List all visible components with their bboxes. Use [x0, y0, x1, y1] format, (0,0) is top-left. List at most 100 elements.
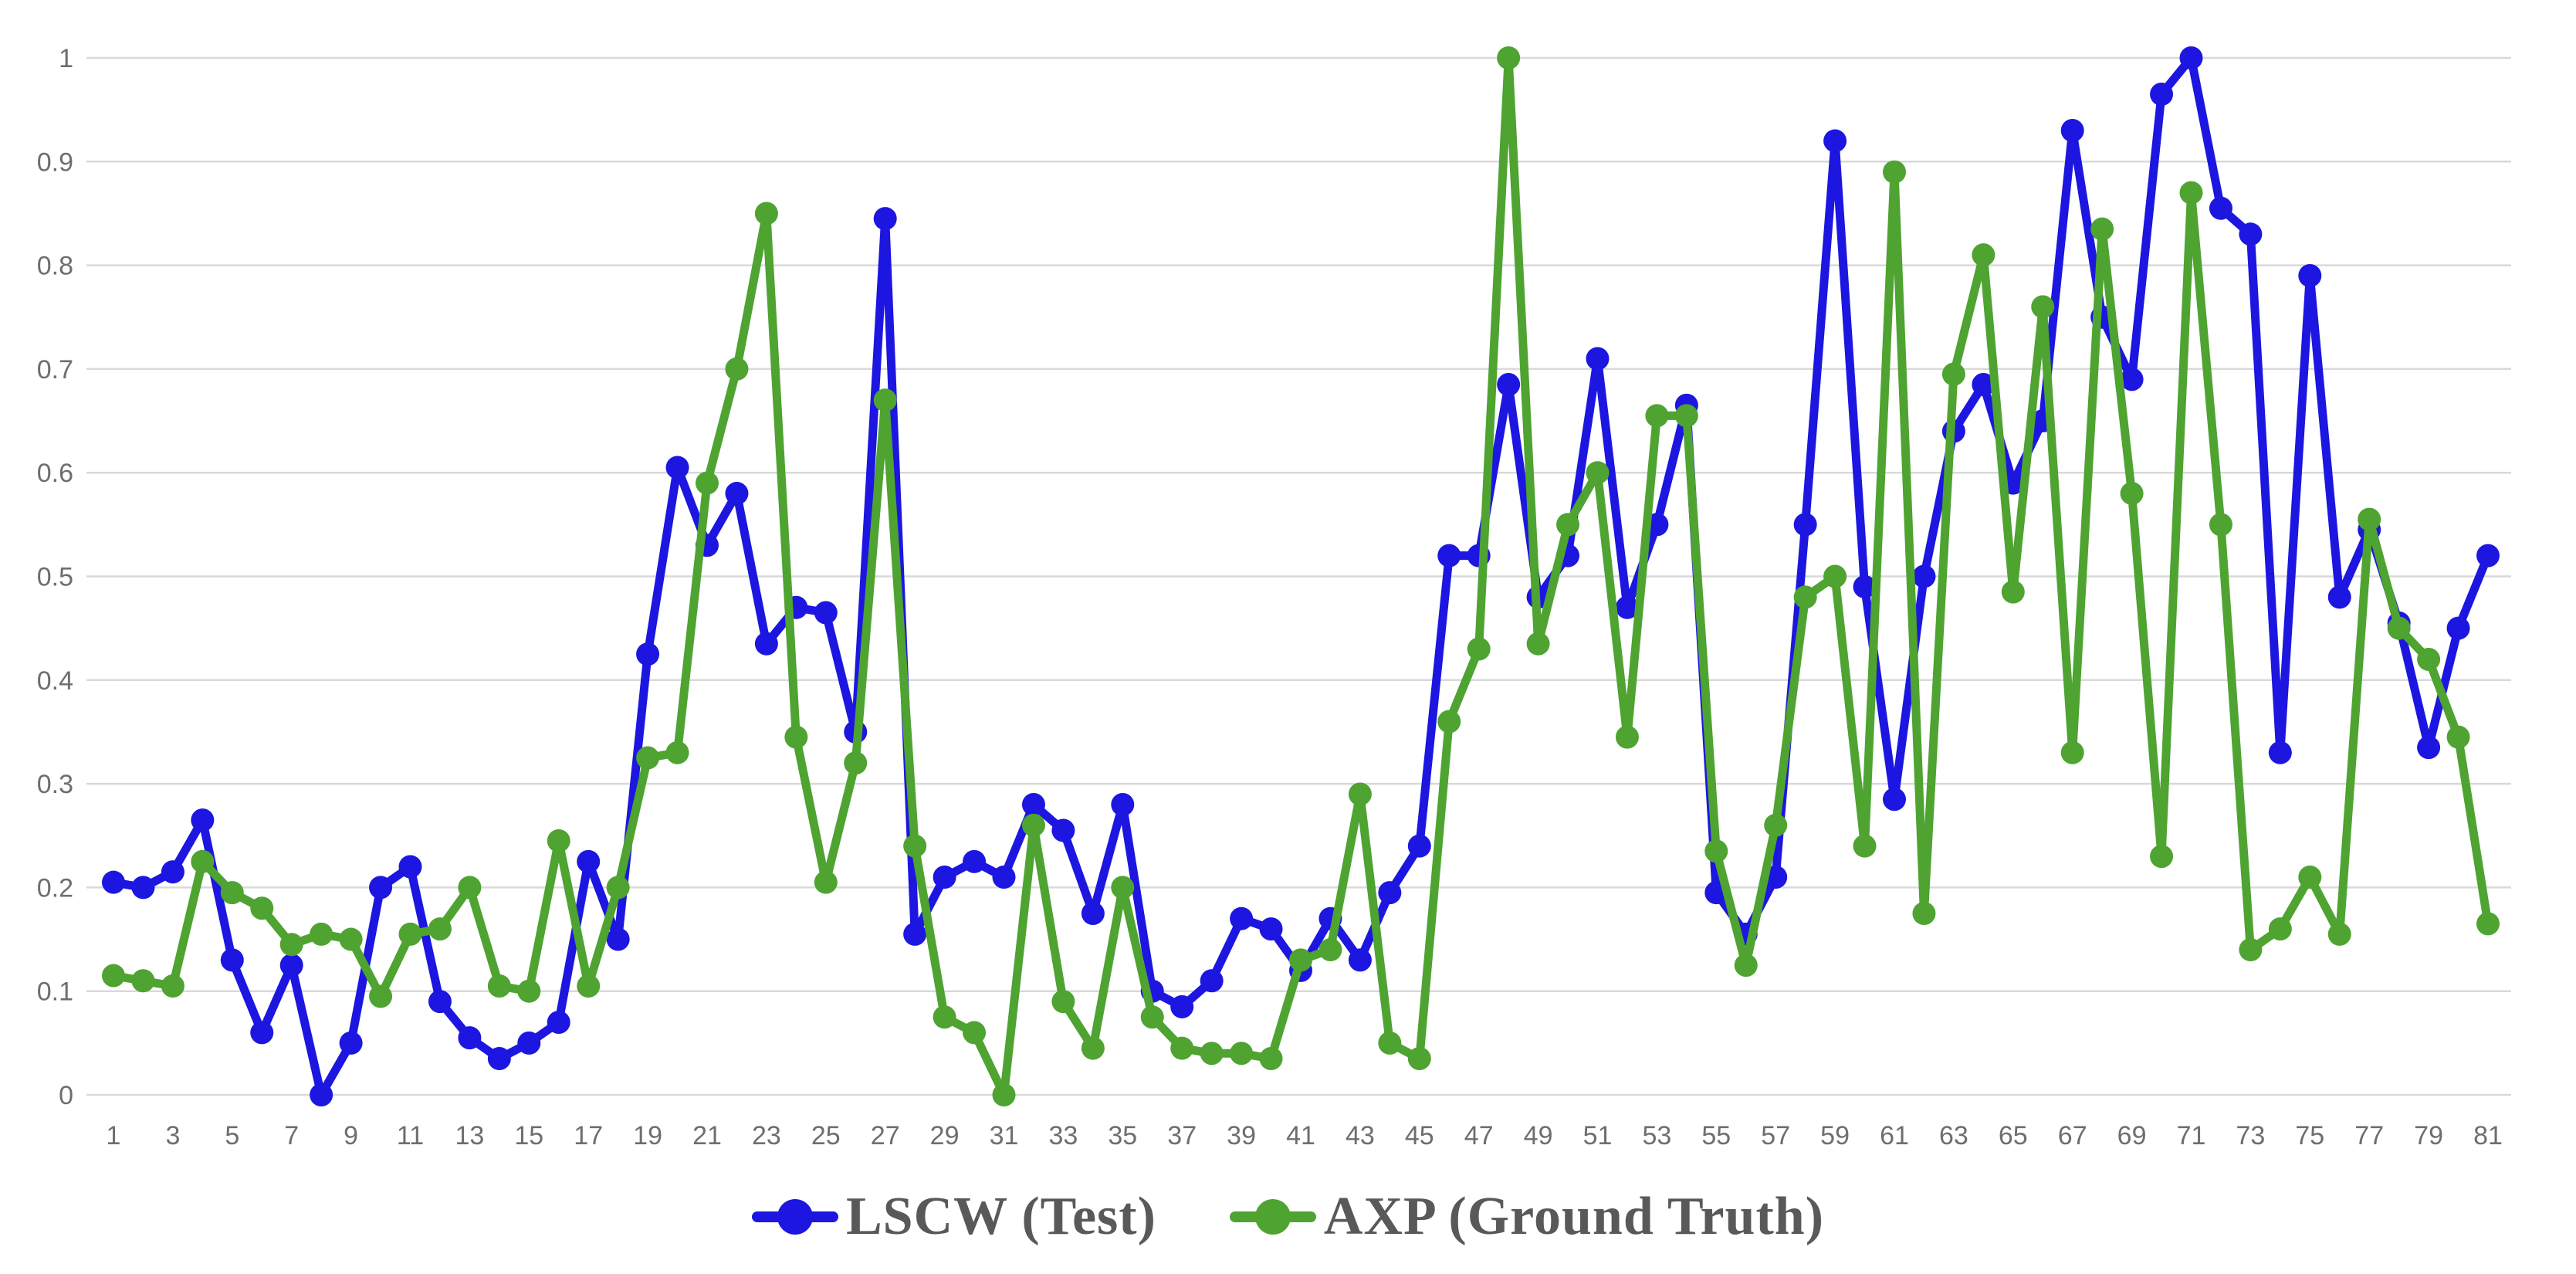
data-point-lscw [1378, 881, 1402, 905]
chart-legend: LSCW (Test) AXP (Ground Truth) [0, 1160, 2576, 1274]
data-point-axp [2090, 217, 2114, 241]
data-point-axp [814, 870, 838, 894]
data-point-lscw [1793, 513, 1817, 537]
legend-item-lscw: LSCW (Test) [751, 1186, 1156, 1248]
data-point-axp [1140, 1005, 1164, 1029]
x-axis-tick-label: 67 [2058, 1121, 2087, 1150]
data-point-lscw [2150, 83, 2174, 107]
data-point-axp [1586, 461, 1610, 485]
x-axis-tick-label: 73 [2236, 1121, 2265, 1150]
x-axis-tick-label: 11 [397, 1121, 424, 1150]
axp-series-marker-icon [1229, 1198, 1316, 1235]
data-point-axp [2179, 181, 2203, 205]
line-chart: 00.10.20.30.40.50.60.70.80.911 3 5 7 9 11 13 15… [37, 44, 2511, 1150]
y-axis-tick-label: 0.8 [37, 252, 73, 281]
data-point-axp [279, 933, 303, 957]
x-axis-tick-label: 63 [1939, 1121, 1968, 1150]
x-axis-tick-label: 71 [2177, 1121, 2206, 1150]
data-point-axp [2031, 295, 2055, 319]
data-point-axp [606, 876, 630, 900]
x-axis-tick-label: 41 [1286, 1121, 1315, 1150]
data-point-lscw [131, 876, 155, 900]
x-axis-tick-label: 27 [871, 1121, 900, 1150]
data-point-axp [844, 751, 868, 775]
x-axis-tick-label: 55 [1701, 1121, 1731, 1150]
data-point-axp [577, 974, 601, 998]
data-point-lscw [606, 927, 630, 951]
x-axis-tick-label: 5 [225, 1121, 239, 1150]
data-point-axp [2446, 725, 2470, 749]
data-point-lscw [547, 1010, 570, 1034]
x-axis-tick-label: 77 [2354, 1121, 2384, 1150]
data-point-lscw [428, 990, 452, 1014]
data-point-axp [339, 927, 363, 951]
y-axis-tick-label: 0.6 [37, 459, 73, 488]
data-point-lscw [1081, 901, 1105, 925]
x-axis-tick-label: 3 [165, 1121, 180, 1150]
data-point-lscw [2446, 616, 2470, 640]
data-point-lscw [1021, 792, 1045, 816]
data-point-axp [1793, 585, 1817, 609]
data-point-lscw [369, 876, 393, 900]
y-axis-tick-label: 0.2 [37, 873, 73, 903]
data-point-axp [517, 979, 541, 1003]
data-point-lscw [665, 456, 689, 479]
x-axis-tick-label: 57 [1761, 1121, 1790, 1150]
y-axis-tick-label: 0 [59, 1081, 73, 1110]
data-point-axp [1912, 901, 1936, 925]
data-point-axp [1170, 1036, 1194, 1060]
data-point-axp [1674, 404, 1698, 428]
data-point-lscw [1823, 129, 1847, 153]
axp-marker-dot [1254, 1199, 1291, 1235]
data-point-axp [1972, 243, 1995, 267]
data-point-axp [1704, 839, 1728, 863]
data-point-axp [992, 1083, 1016, 1106]
data-point-lscw [191, 808, 215, 832]
data-point-lscw [2298, 264, 2322, 288]
data-point-axp [696, 471, 719, 495]
data-point-lscw [1051, 818, 1075, 842]
x-axis-tick-label: 81 [2473, 1121, 2503, 1150]
data-point-axp [1407, 1046, 1431, 1070]
lscw-marker-dot [777, 1199, 813, 1235]
data-point-axp [1081, 1036, 1105, 1060]
data-point-lscw [814, 601, 838, 625]
data-point-axp [873, 388, 897, 412]
data-point-lscw [903, 922, 927, 946]
y-axis-tick-label: 0.4 [37, 666, 73, 696]
data-point-axp [250, 896, 274, 920]
x-axis-tick-label: 75 [2295, 1121, 2324, 1150]
x-axis-tick-label: 59 [1820, 1121, 1850, 1150]
x-axis-tick-label: 23 [752, 1121, 781, 1150]
data-point-lscw [2120, 368, 2144, 391]
data-point-axp [369, 984, 393, 1008]
data-point-axp [1764, 813, 1788, 837]
x-axis-tick-label: 37 [1167, 1121, 1197, 1150]
data-point-lscw [725, 482, 749, 506]
data-point-axp [1853, 834, 1877, 858]
data-point-lscw [458, 1026, 482, 1050]
data-point-axp [2209, 513, 2232, 537]
x-axis-tick-label: 51 [1583, 1121, 1613, 1150]
data-point-axp [1348, 782, 1372, 806]
data-point-axp [1467, 637, 1491, 661]
data-point-lscw [102, 870, 125, 894]
data-point-axp [102, 964, 125, 988]
data-point-axp [784, 725, 808, 749]
x-axis-tick-label: 35 [1108, 1121, 1137, 1150]
data-point-lscw [1437, 544, 1461, 568]
data-point-axp [191, 849, 215, 873]
data-point-lscw [279, 954, 303, 978]
data-point-axp [2001, 580, 2025, 604]
data-point-lscw [1259, 917, 1283, 941]
data-point-axp [2060, 740, 2084, 764]
data-point-axp [903, 834, 927, 858]
x-axis-tick-label: 13 [455, 1121, 484, 1150]
data-point-axp [1823, 564, 1847, 588]
x-axis-tick-label: 9 [344, 1121, 358, 1150]
data-point-axp [1556, 513, 1580, 537]
x-axis-tick-label: 7 [284, 1121, 299, 1150]
x-axis-tick-label: 79 [2414, 1121, 2443, 1150]
y-axis-tick-label: 0.5 [37, 563, 73, 592]
